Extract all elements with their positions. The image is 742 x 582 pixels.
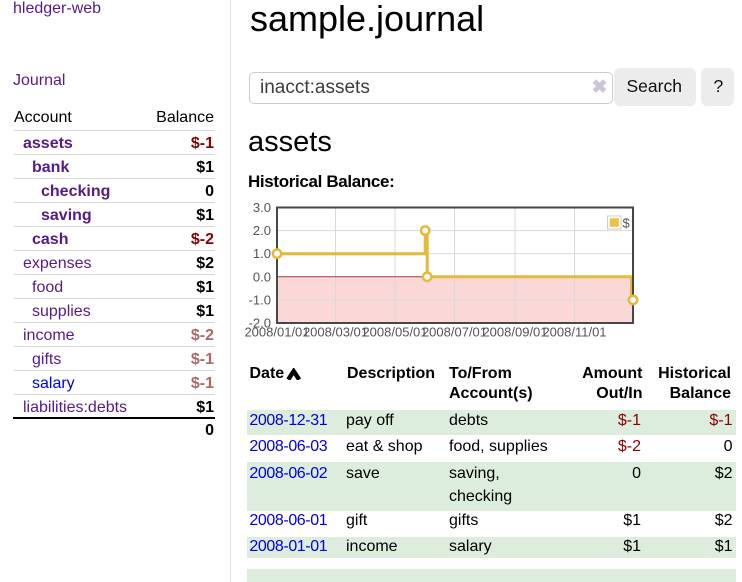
svg-text:2008/01/01: 2008/01/01 — [244, 325, 309, 340]
svg-text:-1.0: -1.0 — [249, 292, 271, 307]
svg-text:2008/03/01: 2008/03/01 — [303, 325, 368, 340]
svg-text:1.0: 1.0 — [253, 246, 271, 261]
svg-text:2008/09/01: 2008/09/01 — [482, 325, 547, 340]
svg-text:2008/05/01: 2008/05/01 — [362, 325, 427, 340]
svg-text:2008/11/01: 2008/11/01 — [542, 325, 606, 340]
svg-text:2.0: 2.0 — [253, 223, 271, 238]
svg-text:-2.0: -2.0 — [249, 316, 271, 331]
svg-text:3.0: 3.0 — [253, 200, 271, 215]
svg-text:2008/07/01: 2008/07/01 — [422, 325, 487, 340]
svg-text:$: $ — [623, 216, 631, 231]
svg-text:0.0: 0.0 — [253, 269, 271, 284]
